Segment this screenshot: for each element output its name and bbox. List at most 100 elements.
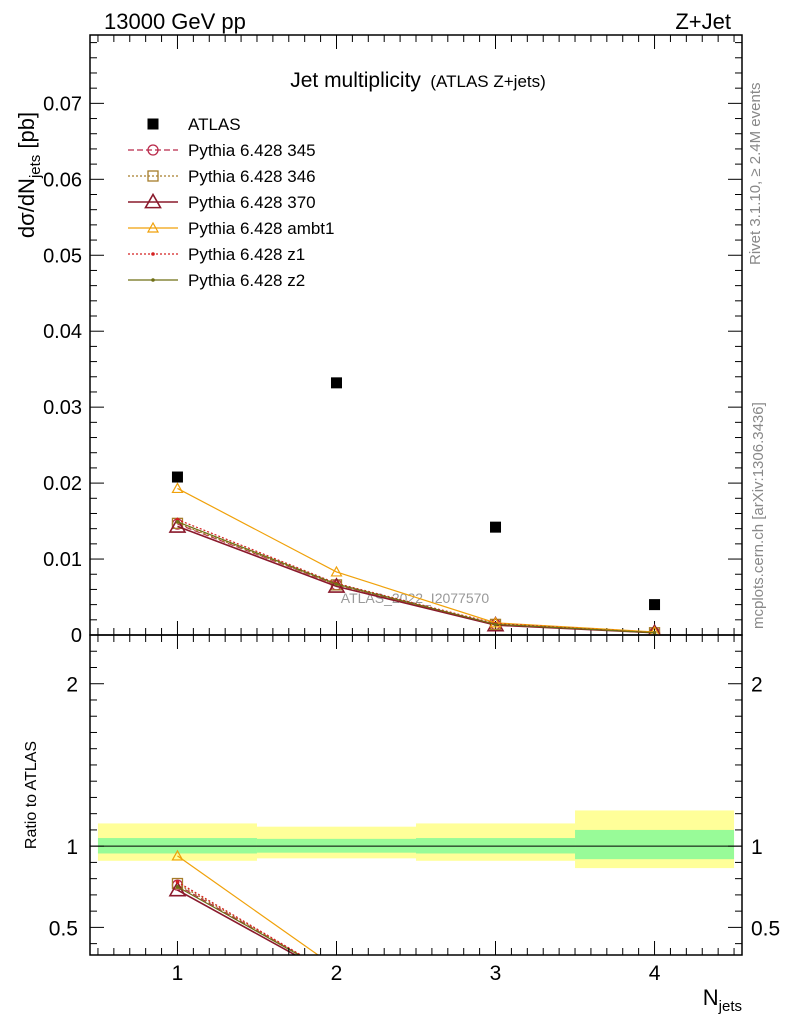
ratio-line <box>177 855 320 955</box>
series-pythia-6-428-ambt1 <box>171 482 660 635</box>
ratio-series-pythia-6-428-z1 <box>175 880 303 955</box>
ratio-point <box>175 880 180 884</box>
ratio-frame <box>89 634 743 956</box>
legend-marker <box>146 221 160 233</box>
y-axis-label: dσ/dNjets [pb] <box>14 112 44 238</box>
series-pythia-6-428-345 <box>171 518 661 635</box>
y-axis-label-suffix: [pb] <box>14 112 39 155</box>
legend-item-pythia-6-428-370: Pythia 6.428 370 <box>128 192 316 212</box>
ratio-y-tick-label: 1 <box>66 836 78 859</box>
series-line <box>177 522 655 634</box>
data-point <box>490 521 502 533</box>
legend-label: Pythia 6.428 370 <box>188 193 316 212</box>
ratio-y-ticklabels: 0.5 0.5 1 1 2 2 <box>49 674 780 941</box>
ratio-series-area <box>168 849 320 955</box>
series-line <box>177 521 655 634</box>
legend-item-atlas: ATLAS <box>147 115 241 134</box>
data-point <box>489 616 502 628</box>
x-ticklabels: 1 2 3 4 <box>172 962 661 985</box>
ratio-panel: 0.5 0.5 1 1 2 2 1 2 3 4 Ratio to ATLAS Njets <box>23 634 780 1015</box>
x-tick-label: 2 <box>331 962 343 985</box>
ratio-y-tick-label-right: 1 <box>751 836 763 859</box>
x-tick-label: 4 <box>649 962 661 985</box>
ratio-line <box>177 883 302 955</box>
legend-marker <box>147 118 159 130</box>
x-axis-label-sub: jets <box>718 998 742 1015</box>
ratio-y-tick-label-right: 0.5 <box>751 917 780 940</box>
ratio-bands <box>97 810 735 869</box>
main-panel: 00.010.020.030.040.050.060.07 ATLAS_2022… <box>14 34 743 647</box>
y-tick-label: 0.05 <box>43 245 82 267</box>
legend-item-pythia-6-428-345: Pythia 6.428 345 <box>128 141 316 160</box>
series-line <box>177 525 655 634</box>
legend-marker <box>147 170 159 182</box>
main-axis-ticks <box>90 35 742 636</box>
legend-marker <box>147 144 159 156</box>
data-point <box>493 622 498 627</box>
series-pythia-6-428-z1 <box>175 517 657 635</box>
y-tick-label: 0.01 <box>43 549 82 571</box>
ratio-point <box>171 849 184 861</box>
ratio-y-axis-label: Ratio to ATLAS <box>23 741 40 849</box>
legend-item-pythia-6-428-ambt1: Pythia 6.428 ambt1 <box>128 219 334 238</box>
ratio-line <box>177 886 301 955</box>
series-line <box>177 519 655 634</box>
data-point <box>649 599 661 611</box>
y-tick-label: 0.02 <box>43 473 82 495</box>
ratio-axis-ticks <box>90 635 742 955</box>
series-line <box>177 523 655 634</box>
ratio-line <box>177 884 301 955</box>
x-axis-label: Njets <box>703 985 742 1015</box>
ratio-y-tick-label: 0.5 <box>49 917 78 940</box>
main-y-ticklabels: 0 0.01 0.02 0.03 0.04 0.05 0.06 0.07 <box>43 93 82 647</box>
data-point <box>175 520 180 524</box>
data-point <box>330 377 342 389</box>
legend-item-pythia-6-428-346: Pythia 6.428 346 <box>128 167 316 186</box>
legend-label: Pythia 6.428 z2 <box>188 271 305 290</box>
series-line <box>177 487 655 633</box>
legend-label: Pythia 6.428 346 <box>188 167 316 186</box>
data-point <box>652 630 657 635</box>
x-axis-label-prefix: N <box>703 985 719 1010</box>
y-tick-label: 0.03 <box>43 397 82 419</box>
y-tick-label: 0.04 <box>43 321 82 343</box>
header-left: 13000 GeV pp <box>104 9 246 34</box>
legend-label: Pythia 6.428 z1 <box>188 245 305 264</box>
series-pythia-6-428-346 <box>171 517 661 635</box>
band-inner <box>575 829 735 860</box>
data-point <box>330 565 343 577</box>
x-tick-label: 3 <box>490 962 502 985</box>
main-series <box>168 377 662 635</box>
ratio-series-pythia-6-428-z2 <box>175 884 301 955</box>
ratio-series <box>168 849 320 955</box>
data-point <box>171 482 184 494</box>
ratio-line <box>177 881 303 955</box>
y-axis-label-prefix: dσ/dN <box>14 178 39 238</box>
rivet-label: Rivet 3.1.10, ≥ 2.4M events <box>747 83 764 266</box>
data-point <box>168 517 187 533</box>
ratio-y-tick-label-right: 2 <box>751 674 763 697</box>
x-tick-label: 1 <box>172 962 184 985</box>
data-point <box>171 471 183 483</box>
ratio-line <box>177 889 297 955</box>
data-point <box>334 582 339 586</box>
chart-title-main: Jet multiplicity <box>290 69 421 92</box>
legend-item-pythia-6-428-z1: Pythia 6.428 z1 <box>128 245 305 264</box>
ratio-point <box>175 884 180 889</box>
chart-title: Jet multiplicity (ATLAS Z+jets) <box>290 69 546 92</box>
legend-marker <box>151 252 155 256</box>
series-pythia-6-428-370 <box>168 517 662 635</box>
y-axis-label-sub: jets <box>27 155 44 179</box>
legend-label: Pythia 6.428 ambt1 <box>188 219 334 238</box>
legend: ATLAS Pythia 6.428 345 Pythia 6.428 346 Pyt… <box>128 115 334 290</box>
legend-label: ATLAS <box>188 115 241 134</box>
data-point <box>649 625 660 635</box>
header-right: Z+Jet <box>675 9 731 34</box>
ratio-y-tick-label: 2 <box>66 674 78 697</box>
legend-marker <box>144 192 162 209</box>
legend-marker <box>151 278 155 282</box>
mcplots-label: mcplots.cern.ch [arXiv:1306.3436] <box>750 402 767 629</box>
legend-item-pythia-6-428-z2: Pythia 6.428 z2 <box>128 271 305 290</box>
legend-label: Pythia 6.428 345 <box>188 141 316 160</box>
